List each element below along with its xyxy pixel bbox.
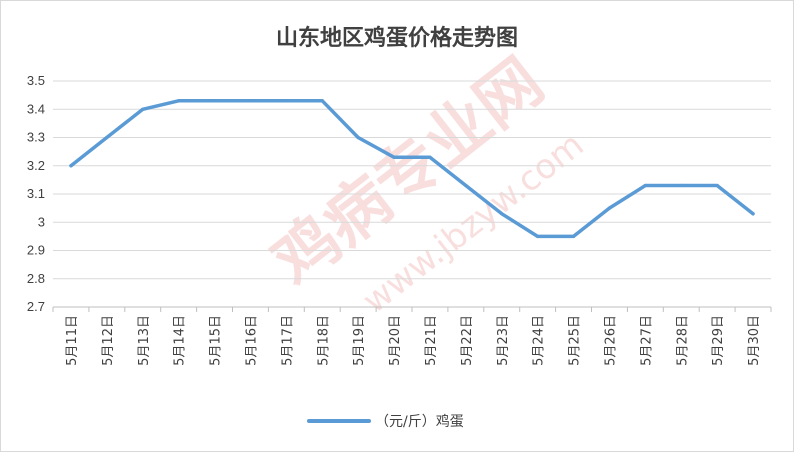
- x-tick-label: 5月25日: [568, 315, 583, 366]
- x-tick-label: 5月13日: [137, 315, 152, 366]
- y-tick-label: 3: [38, 214, 45, 229]
- data-point: [392, 155, 396, 159]
- legend: （元/斤）鸡蛋: [307, 413, 464, 430]
- x-tick-label: 5月15日: [209, 315, 224, 366]
- series-layer: [69, 99, 755, 239]
- data-point: [571, 234, 576, 238]
- x-tick-label: 5月26日: [603, 315, 618, 366]
- data-point: [69, 164, 73, 168]
- data-point: [284, 99, 288, 103]
- data-point: [643, 183, 647, 188]
- x-tick-label: 5月20日: [388, 315, 403, 366]
- x-tick-label: 5月11日: [65, 315, 80, 366]
- x-tick-label: 5月28日: [675, 315, 690, 366]
- legend-label: （元/斤）鸡蛋: [375, 413, 464, 430]
- y-tick-label: 2.9: [27, 243, 45, 258]
- series-line: [69, 99, 755, 239]
- data-point: [715, 183, 719, 188]
- data-point: [105, 135, 109, 140]
- y-tick-label: 3.2: [27, 158, 45, 173]
- x-tick-label: 5月18日: [316, 315, 331, 366]
- gridlines: [52, 80, 772, 312]
- x-tick-label: 5月22日: [460, 315, 475, 366]
- y-tick-label: 2.8: [27, 271, 45, 286]
- data-point: [356, 135, 360, 140]
- x-tick-label: 5月17日: [280, 315, 295, 366]
- y-axis-ticks: 2.7 2.8 2.9 3 3.1 3.2 3.3 3.4 3.5: [27, 73, 45, 314]
- y-tick-label: 2.7: [27, 299, 45, 314]
- data-point: [212, 99, 217, 103]
- y-tick-label: 3.5: [27, 73, 45, 88]
- data-point: [751, 212, 755, 216]
- data-point: [607, 206, 612, 210]
- data-point: [320, 99, 324, 103]
- data-point: [177, 99, 181, 103]
- chart-title: 山东地区鸡蛋价格走势图: [276, 25, 518, 51]
- data-point: [536, 234, 540, 238]
- x-tick-label: 5月21日: [424, 315, 439, 366]
- x-tick-label: 5月27日: [639, 315, 654, 366]
- data-point: [464, 183, 468, 188]
- x-axis-ticks: 5月11日 5月12日 5月13日 5月14日 5月15日 5月16日 5月17日 5月18日…: [65, 315, 762, 366]
- x-tick-label: 5月23日: [496, 315, 511, 366]
- data-point: [500, 212, 504, 216]
- data-point: [248, 99, 253, 103]
- x-tick-label: 5月19日: [352, 315, 367, 366]
- x-tick-label: 5月30日: [747, 315, 762, 366]
- y-tick-label: 3.4: [27, 101, 45, 116]
- data-point: [428, 155, 432, 159]
- y-tick-label: 3.1: [27, 186, 45, 201]
- data-point: [679, 183, 683, 188]
- x-tick-label: 5月12日: [101, 315, 116, 366]
- watermark: 鸡病专业网 www.jbzyw.com: [260, 45, 592, 322]
- x-tick-label: 5月24日: [532, 315, 547, 366]
- y-tick-label: 3.3: [27, 130, 45, 145]
- data-point: [141, 107, 145, 111]
- x-tick-label: 5月14日: [173, 315, 188, 366]
- x-tick-label: 5月29日: [711, 315, 726, 366]
- x-tick-label: 5月16日: [244, 315, 259, 366]
